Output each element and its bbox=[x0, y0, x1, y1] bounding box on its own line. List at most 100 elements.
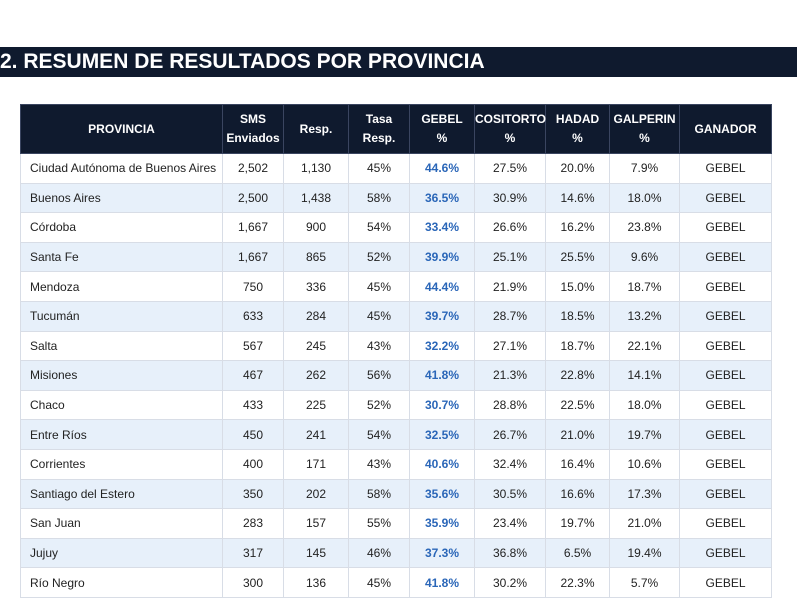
table-cell: 32.5% bbox=[409, 419, 475, 450]
table-cell: 52% bbox=[348, 389, 410, 421]
table-cell: Santiago del Estero bbox=[20, 478, 223, 510]
table-cell: 157 bbox=[283, 508, 349, 539]
table-cell: 22.8% bbox=[545, 360, 610, 391]
table-cell: 400 bbox=[222, 448, 284, 480]
table-cell: 43% bbox=[348, 330, 410, 362]
table-cell: 30.2% bbox=[474, 567, 546, 598]
column-header: GALPERIN % bbox=[609, 104, 680, 154]
table-row: Mendoza 750 336 45% 44.4% 21.9% 15.0% 18.7% GEBE… bbox=[20, 271, 772, 302]
table-cell: Corrientes bbox=[20, 448, 223, 480]
table-row: Tucumán 633 284 45% 39.7% 28.7% 18.5% 13.2% GEBE… bbox=[20, 300, 772, 332]
table-cell: 15.0% bbox=[545, 271, 610, 302]
table-cell: 136 bbox=[283, 567, 349, 598]
table-row: Ciudad Autónoma de Buenos Aires 2,502 1,13… bbox=[20, 153, 772, 184]
table-cell: 283 bbox=[222, 508, 284, 539]
table-cell: 54% bbox=[348, 419, 410, 450]
table-cell: GEBEL bbox=[679, 300, 772, 332]
table-cell: 36.8% bbox=[474, 537, 546, 569]
table-cell: 202 bbox=[283, 478, 349, 510]
table-cell: 40.6% bbox=[409, 448, 475, 480]
table-cell: 46% bbox=[348, 537, 410, 569]
table-cell: 750 bbox=[222, 271, 284, 302]
table-cell: 28.7% bbox=[474, 300, 546, 332]
table-row: Santiago del Estero 350 202 58% 35.6% 30.5% 16… bbox=[20, 478, 772, 510]
table-cell: GEBEL bbox=[679, 419, 772, 450]
table-row: Jujuy 317 145 46% 37.3% 36.8% 6.5% 19.4% GEBEL bbox=[20, 537, 772, 569]
table-row: Río Negro 300 136 45% 41.8% 30.2% 22.3% 5.7% GEB… bbox=[20, 567, 772, 598]
table-cell: 21.0% bbox=[609, 508, 680, 539]
table-cell: 44.4% bbox=[409, 271, 475, 302]
table-cell: 2,500 bbox=[222, 182, 284, 214]
table-row: Santa Fe 1,667 865 52% 39.9% 25.1% 25.5% 9.6% GE… bbox=[20, 241, 772, 273]
table-cell: 21.3% bbox=[474, 360, 546, 391]
table-cell: 26.7% bbox=[474, 419, 546, 450]
column-header: HADAD % bbox=[545, 104, 610, 154]
header-row: PROVINCIA SMS Enviados Resp. Tasa Resp. GEBE… bbox=[20, 104, 772, 154]
table-cell: Entre Ríos bbox=[20, 419, 223, 450]
table-cell: GEBEL bbox=[679, 182, 772, 214]
table-cell: 30.5% bbox=[474, 478, 546, 510]
table-cell: Río Negro bbox=[20, 567, 223, 598]
table-cell: 35.6% bbox=[409, 478, 475, 510]
table-cell: GEBEL bbox=[679, 241, 772, 273]
table-cell: 39.9% bbox=[409, 241, 475, 273]
table-cell: 36.5% bbox=[409, 182, 475, 214]
table-cell: GEBEL bbox=[679, 330, 772, 362]
table-cell: 1,438 bbox=[283, 182, 349, 214]
table-cell: GEBEL bbox=[679, 212, 772, 243]
table-cell: 39.7% bbox=[409, 300, 475, 332]
table-cell: 30.9% bbox=[474, 182, 546, 214]
table-cell: 32.2% bbox=[409, 330, 475, 362]
table-row: Corrientes 400 171 43% 40.6% 32.4% 16.4% 10.6% G… bbox=[20, 448, 772, 480]
table-cell: 45% bbox=[348, 153, 410, 184]
table-row: Misiones 467 262 56% 41.8% 21.3% 22.8% 14.1% GEB… bbox=[20, 360, 772, 391]
table-cell: 1,130 bbox=[283, 153, 349, 184]
table-cell: Buenos Aires bbox=[20, 182, 223, 214]
table-cell: 1,667 bbox=[222, 241, 284, 273]
table-cell: 28.8% bbox=[474, 389, 546, 421]
table-cell: 10.6% bbox=[609, 448, 680, 480]
table-cell: 17.3% bbox=[609, 478, 680, 510]
table-cell: 567 bbox=[222, 330, 284, 362]
table-cell: 14.1% bbox=[609, 360, 680, 391]
table-cell: 22.1% bbox=[609, 330, 680, 362]
table-cell: 2,502 bbox=[222, 153, 284, 184]
table-cell: 336 bbox=[283, 271, 349, 302]
table-cell: GEBEL bbox=[679, 508, 772, 539]
table-cell: 58% bbox=[348, 478, 410, 510]
table-cell: 865 bbox=[283, 241, 349, 273]
table-cell: Tucumán bbox=[20, 300, 223, 332]
table-cell: 5.7% bbox=[609, 567, 680, 598]
table-cell: 45% bbox=[348, 300, 410, 332]
table-cell: 225 bbox=[283, 389, 349, 421]
table-cell: 16.6% bbox=[545, 478, 610, 510]
table-cell: 22.5% bbox=[545, 389, 610, 421]
table-cell: 433 bbox=[222, 389, 284, 421]
table-cell: 18.5% bbox=[545, 300, 610, 332]
table-row: San Juan 283 157 55% 35.9% 23.4% 19.7% 21.0% GEB… bbox=[20, 508, 772, 539]
table-cell: 19.7% bbox=[609, 419, 680, 450]
table-row: Salta 567 245 43% 32.2% 27.1% 18.7% 22.1% GEBEL bbox=[20, 330, 772, 362]
column-header: PROVINCIA bbox=[20, 104, 223, 154]
table-cell: GEBEL bbox=[679, 448, 772, 480]
table-cell: 44.6% bbox=[409, 153, 475, 184]
column-header: COSITORTO % bbox=[474, 104, 546, 154]
column-header: Resp. bbox=[283, 104, 349, 154]
section-title: 2. RESUMEN DE RESULTADOS POR PROVINCIA bbox=[0, 47, 797, 77]
table-cell: Salta bbox=[20, 330, 223, 362]
results-table: PROVINCIA SMS Enviados Resp. Tasa Resp. GEBE… bbox=[20, 104, 772, 598]
table-body: Ciudad Autónoma de Buenos Aires 2,502 1,13… bbox=[20, 153, 772, 598]
table-cell: 45% bbox=[348, 271, 410, 302]
table-cell: 18.7% bbox=[545, 330, 610, 362]
table-cell: 262 bbox=[283, 360, 349, 391]
table-cell: 54% bbox=[348, 212, 410, 243]
table-cell: 32.4% bbox=[474, 448, 546, 480]
table-cell: 14.6% bbox=[545, 182, 610, 214]
table-row: Chaco 433 225 52% 30.7% 28.8% 22.5% 18.0% GEBEL bbox=[20, 389, 772, 421]
table-cell: Santa Fe bbox=[20, 241, 223, 273]
table-cell: 52% bbox=[348, 241, 410, 273]
table-cell: 27.5% bbox=[474, 153, 546, 184]
table-cell: 350 bbox=[222, 478, 284, 510]
table-cell: 26.6% bbox=[474, 212, 546, 243]
